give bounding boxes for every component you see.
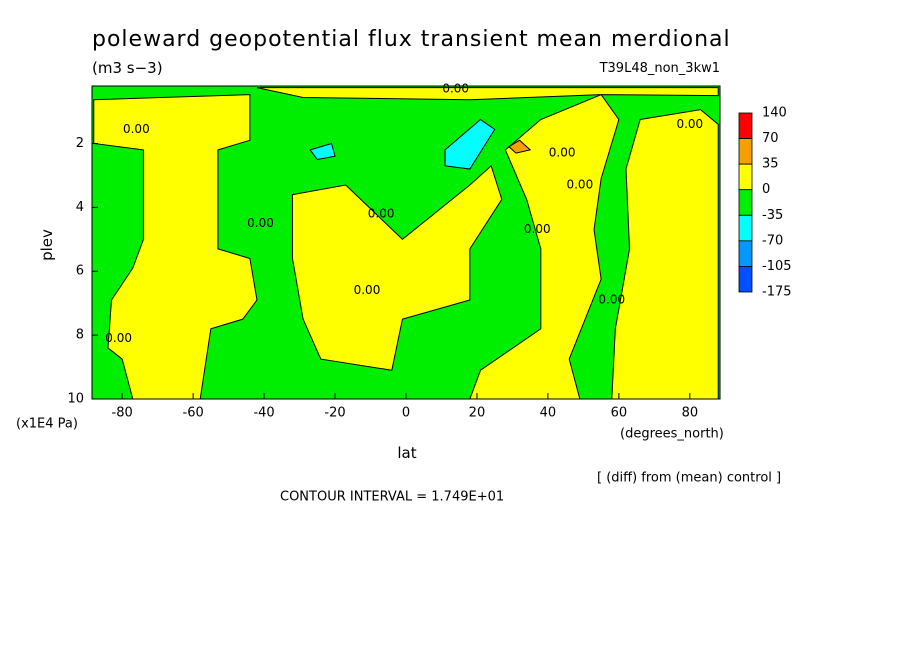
x-tick-label: -80	[112, 406, 133, 421]
contour-label: 0.00	[354, 283, 381, 297]
colorbar-label: -70	[762, 233, 783, 248]
note: [ (diff) from (mean) control ]	[597, 471, 781, 486]
contour-region	[256, 87, 719, 101]
x-tick-label: -40	[253, 406, 274, 421]
units: (m3 s−3)	[92, 59, 163, 77]
contour-region	[444, 118, 496, 170]
contour-label: 0.00	[676, 117, 703, 131]
x-tick-label: 80	[682, 406, 699, 421]
chart-title: poleward geopotential flux transient mea…	[92, 27, 731, 52]
contour-region	[309, 142, 336, 161]
x-tick-label: 0	[402, 406, 410, 421]
contour-label: 0.00	[105, 331, 132, 345]
x-axis-units: (degrees_north)	[620, 427, 724, 442]
colorbar-label: -105	[762, 259, 792, 274]
y-axis-label: plev	[38, 229, 56, 261]
contour-label: 0.00	[247, 216, 274, 230]
colorbar-label: -35	[762, 208, 783, 223]
x-tick-label: -60	[183, 406, 204, 421]
y-tick-label: 8	[76, 328, 84, 343]
colorbar-box	[738, 240, 753, 267]
colorbar-box	[738, 112, 753, 139]
dataset-label: T39L48_non_3kw1	[599, 61, 720, 76]
contour-region	[508, 139, 532, 154]
contour-label: 0.00	[524, 222, 551, 236]
contour-label: 0.00	[598, 292, 625, 306]
colorbar-box	[738, 266, 753, 293]
colorbar-box	[738, 163, 753, 191]
colorbar-label: -175	[762, 285, 792, 300]
x-tick-label: 20	[469, 406, 486, 421]
x-tick-label: 40	[540, 406, 557, 421]
contour-interval: CONTOUR INTERVAL = 1.749E+01	[280, 490, 504, 505]
x-axis-label: lat	[397, 444, 416, 462]
colorbar-label: 70	[762, 131, 779, 146]
y-tick-label: 2	[76, 136, 84, 151]
colorbar-box	[738, 189, 753, 216]
colorbar-box	[738, 138, 753, 165]
colorbar-label: 35	[762, 157, 779, 172]
contour-label: 0.00	[566, 178, 593, 192]
contour-label: 0.00	[549, 146, 576, 160]
y-axis-units: (x1E4 Pa)	[16, 417, 78, 432]
x-tick-label: -20	[324, 406, 345, 421]
contour-label: 0.00	[368, 206, 395, 220]
y-tick-label: 4	[76, 200, 84, 215]
x-tick-label: 60	[611, 406, 628, 421]
contour-label: 0.00	[123, 122, 150, 136]
colorbar-label: 0	[762, 182, 770, 197]
y-tick-label: 10	[67, 392, 84, 407]
colorbar-box	[738, 214, 753, 242]
contour-region	[291, 164, 503, 371]
y-tick-label: 6	[76, 264, 84, 279]
contour-region	[469, 94, 620, 400]
contour-label: 0.00	[442, 82, 469, 96]
colorbar-label: 140	[762, 106, 787, 121]
